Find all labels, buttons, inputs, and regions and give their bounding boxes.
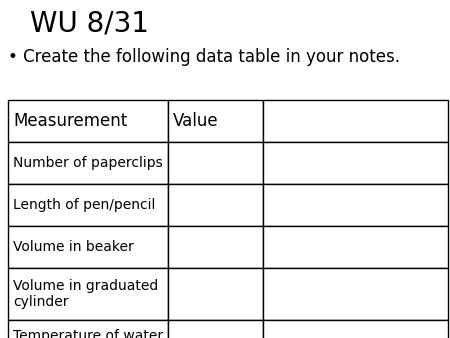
Bar [168,226,263,268]
Text: Volume in beaker: Volume in beaker [13,240,134,254]
Bar [168,268,263,320]
Bar [263,320,448,338]
Bar [168,320,263,338]
Bar [8,268,168,320]
Bar [168,184,263,226]
Bar [263,226,448,268]
Text: WU 8/31: WU 8/31 [30,10,149,38]
Text: Temperature of water: Temperature of water [13,329,163,338]
Bar [8,100,168,142]
Bar [263,100,448,142]
Bar [8,226,168,268]
Text: Value: Value [173,112,219,130]
Bar [168,100,263,142]
Bar [263,142,448,184]
Text: Measurement: Measurement [13,112,127,130]
Bar [8,320,168,338]
Bar [8,184,168,226]
Bar [8,142,168,184]
Text: • Create the following data table in your notes.: • Create the following data table in you… [8,48,400,66]
Bar [263,268,448,320]
Bar [168,142,263,184]
Text: Volume in graduated
cylinder: Volume in graduated cylinder [13,279,158,309]
Text: Number of paperclips: Number of paperclips [13,156,163,170]
Bar [263,184,448,226]
Text: Length of pen/pencil: Length of pen/pencil [13,198,155,212]
